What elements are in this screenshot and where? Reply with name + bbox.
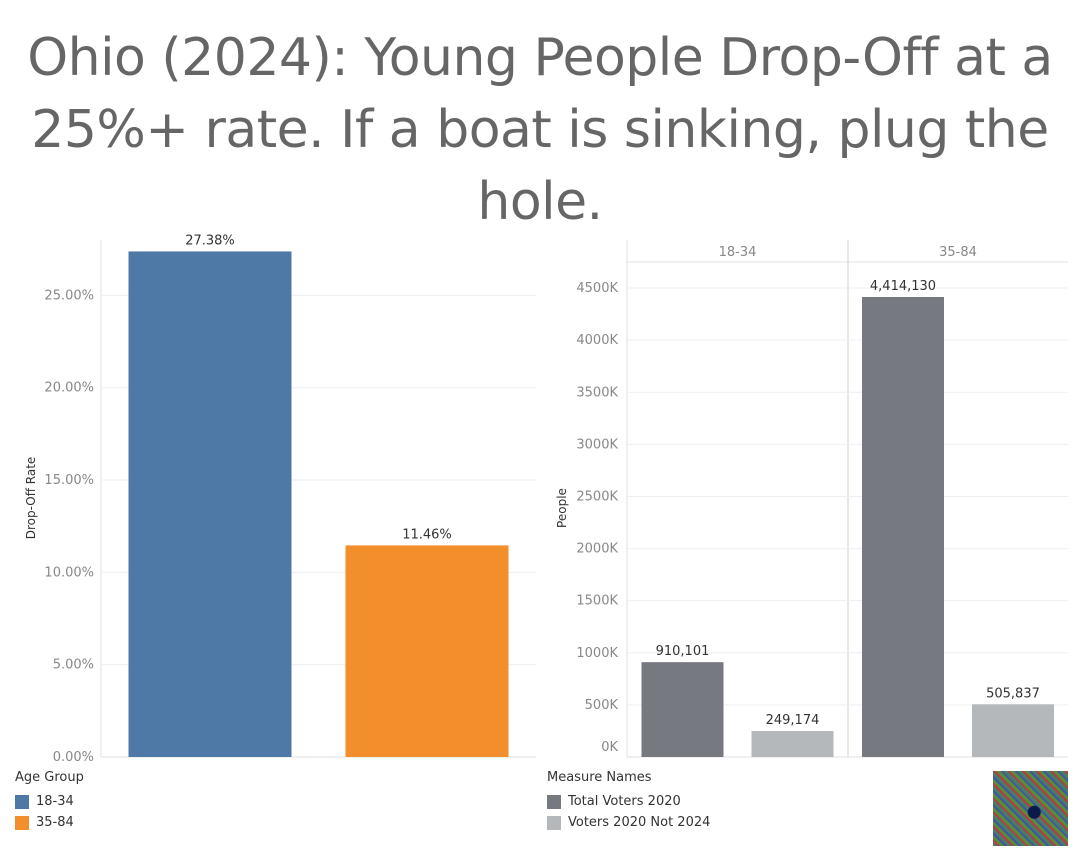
data-label: 249,174 xyxy=(766,713,820,728)
title-line-1: Ohio (2024): Young People Drop-Off at a xyxy=(27,28,1053,88)
legend-swatch xyxy=(547,815,561,830)
y-tick-label: 0.00% xyxy=(53,750,94,765)
panel-header: 18-34 xyxy=(719,245,757,260)
y-tick-label: 4500K xyxy=(576,281,618,296)
y-axis-title: People xyxy=(555,488,569,528)
data-label: 505,837 xyxy=(986,686,1040,701)
y-tick-label: 500K xyxy=(585,698,619,713)
panel-header: 35-84 xyxy=(939,245,977,260)
bar-18-34 xyxy=(641,662,724,757)
legend-item: Total Voters 2020 xyxy=(547,791,710,812)
legend-item: 35-84 xyxy=(15,812,84,833)
y-axis-title: Drop-Off Rate xyxy=(24,457,38,540)
y-tick-label: 0K xyxy=(601,740,618,755)
legend-label: 18-34 xyxy=(36,794,74,809)
y-tick-label: 5.00% xyxy=(53,658,94,673)
legend-swatch xyxy=(547,794,561,809)
data-label: 4,414,130 xyxy=(870,279,936,294)
y-tick-label: 2000K xyxy=(576,542,618,557)
bar-35-84 xyxy=(345,545,509,757)
legend-label: Total Voters 2020 xyxy=(568,794,681,809)
bar-18-34 xyxy=(128,251,292,757)
y-tick-label: 3500K xyxy=(576,385,618,400)
y-tick-label: 10.00% xyxy=(44,565,94,580)
legend-label: 35-84 xyxy=(36,815,74,830)
legend-swatch xyxy=(15,815,29,830)
y-tick-label: 25.00% xyxy=(44,288,94,303)
title-line-2: 25%+ rate. If a boat is sinking, plug th… xyxy=(31,100,1049,160)
legend-item: Voters 2020 Not 2024 xyxy=(547,812,710,833)
measure-names-legend: Measure Names Total Voters 2020 Voters 2… xyxy=(547,770,710,833)
age-group-legend: Age Group 18-34 35-84 xyxy=(15,770,84,833)
bar-35-84 xyxy=(972,704,1054,757)
data-label: 27.38% xyxy=(185,233,235,248)
y-tick-label: 20.00% xyxy=(44,381,94,396)
legend-title: Measure Names xyxy=(547,770,652,785)
legend-label: Voters 2020 Not 2024 xyxy=(568,815,711,830)
data-label: 910,101 xyxy=(656,644,710,659)
drop-off-rate-chart: 0.00% 5.00% 10.00% 15.00% 20.00% 25.00% Drop-O… xyxy=(24,233,536,765)
y-tick-label: 1500K xyxy=(576,594,618,609)
y-tick-label: 1000K xyxy=(576,646,618,661)
bar-35-84 xyxy=(862,297,944,757)
y-tick-label: 15.00% xyxy=(44,473,94,488)
y-tick-label: 2500K xyxy=(576,489,618,504)
y-tick-label: 3000K xyxy=(576,437,618,452)
legend-swatch xyxy=(15,794,29,809)
title-line-3: hole. xyxy=(477,172,603,232)
bar-18-34 xyxy=(751,731,834,757)
y-tick-label: 4000K xyxy=(576,333,618,348)
data-label: 11.46% xyxy=(402,527,452,542)
page-title: Ohio (2024): Young People Drop-Off at a … xyxy=(0,22,1080,238)
legend-title: Age Group xyxy=(15,770,84,785)
logo-image xyxy=(993,771,1068,846)
legend-item: 18-34 xyxy=(15,791,84,812)
